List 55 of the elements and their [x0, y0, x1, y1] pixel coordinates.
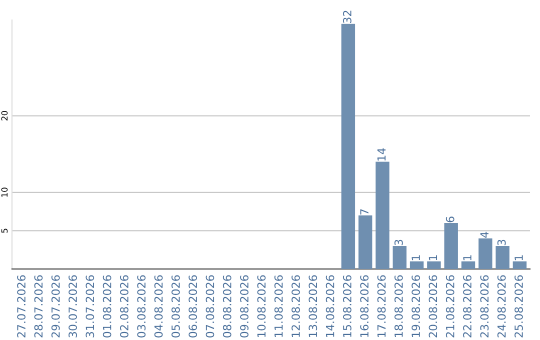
x-tick-label: 09.08.2026	[240, 275, 248, 338]
x-tick-label: 23.08.2026	[480, 275, 489, 338]
x-tick-label: 02.08.2026	[120, 275, 128, 338]
bar	[478, 238, 492, 269]
x-tick-label: 20.08.2026	[428, 275, 438, 338]
x-tick-label: 03.08.2026	[137, 275, 146, 338]
data-label: 3	[394, 240, 403, 246]
x-tick-label: 04.08.2026	[154, 275, 163, 338]
y-tick-label: 10	[1, 188, 8, 197]
x-tick-label: 25.08.2026	[514, 275, 523, 338]
data-label: 7	[360, 209, 368, 214]
data-label: 3	[497, 240, 506, 246]
data-label: 1	[514, 255, 523, 260]
bar	[376, 162, 390, 269]
x-tick-label: 06.08.2026	[188, 275, 198, 338]
x-tick-label: 31.07.2026	[86, 275, 94, 338]
x-tick-label: 28.07.2026	[34, 275, 43, 338]
bar	[512, 261, 527, 269]
x-tick-label: 05.08.2026	[171, 275, 180, 338]
bar	[410, 261, 424, 269]
y-tick-label: 20	[1, 111, 8, 120]
data-label: 1	[412, 255, 420, 260]
bar	[461, 261, 476, 269]
x-tick-label: 07.08.2026	[206, 275, 214, 338]
x-tick-label: 15.08.2026	[343, 275, 352, 337]
x-tick-label: 11.08.2026	[274, 275, 283, 337]
data-label: 1	[463, 255, 472, 260]
bar	[427, 261, 441, 269]
data-label: 32	[343, 10, 352, 23]
x-tick-label: 08.08.2026	[222, 275, 232, 338]
data-label: 6	[446, 216, 454, 222]
x-tick-label: 17.08.2026	[377, 275, 386, 337]
x-tick-label: 24.08.2026	[497, 275, 506, 338]
data-label: 14	[377, 148, 386, 161]
x-tick-label: 16.08.2026	[360, 275, 369, 337]
x-tick-label: 13.08.2026	[308, 275, 318, 337]
x-tick-label: 19.08.2026	[412, 275, 420, 337]
bar	[496, 246, 510, 269]
x-tick-label: 30.07.2026	[68, 275, 77, 338]
x-tick-label: 27.07.2026	[17, 275, 26, 338]
x-tick-label: 14.08.2026	[326, 275, 334, 337]
x-tick-label: 29.07.2026	[51, 275, 60, 338]
bar	[444, 223, 458, 269]
x-tick-label: 01.08.2026	[102, 275, 112, 338]
bar	[358, 215, 372, 269]
x-tick-label: 22.08.2026	[463, 275, 472, 338]
x-tick-label: 12.08.2026	[292, 275, 300, 337]
x-tick-label: 18.08.2026	[394, 275, 403, 337]
bar	[341, 24, 356, 269]
data-label: 4	[480, 232, 488, 238]
bar	[392, 246, 407, 269]
x-tick-label: 21.08.2026	[446, 275, 454, 338]
data-label: 1	[428, 255, 438, 260]
x-tick-label: 10.08.2026	[257, 275, 266, 337]
y-tick-label: 5	[1, 228, 8, 233]
